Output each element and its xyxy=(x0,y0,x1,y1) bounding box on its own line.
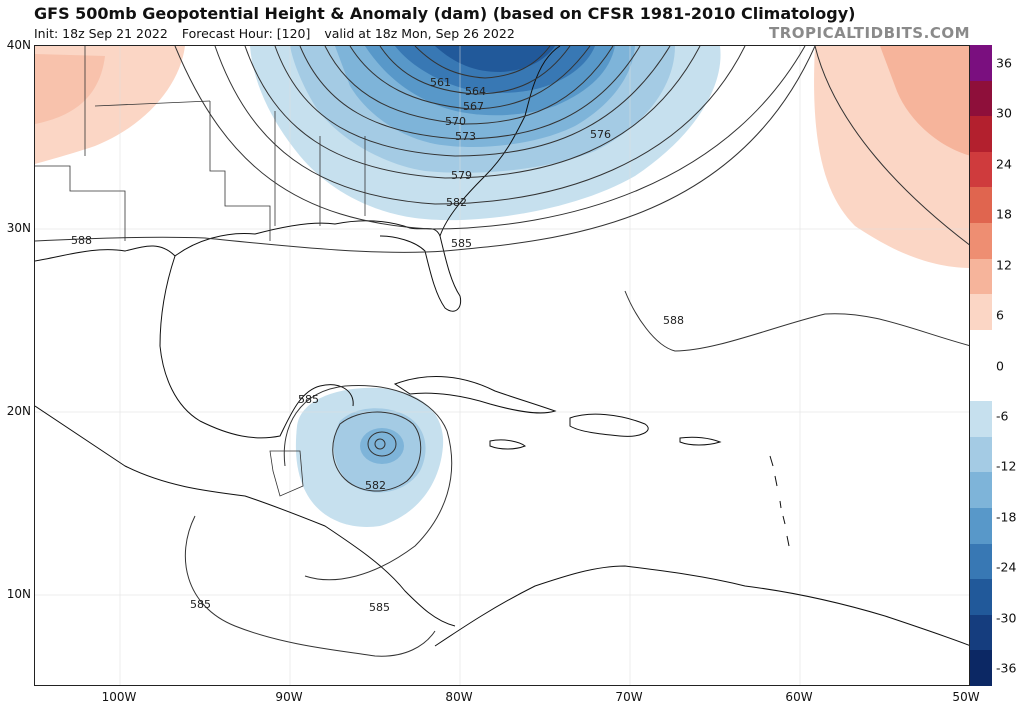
colorbar-cell xyxy=(970,436,992,473)
colorbar-cell xyxy=(970,187,992,224)
contour-label-567: 567 xyxy=(463,100,484,113)
coastlines xyxy=(35,46,969,647)
colorbar-tick-label: 18 xyxy=(996,206,1012,222)
colorbar-tick-label: -30 xyxy=(996,610,1017,626)
cool-anomaly-caribbean xyxy=(295,387,444,527)
contour-label-561: 561 xyxy=(430,76,451,89)
lon-label-70w: 70W xyxy=(615,690,643,704)
colorbar-cell xyxy=(970,543,992,580)
colorbar-tick-label: -18 xyxy=(996,509,1017,525)
contour-label-585-d: 585 xyxy=(369,601,390,614)
graticule xyxy=(35,46,969,685)
lon-label-100w: 100W xyxy=(101,690,137,704)
contour-label-564: 564 xyxy=(465,85,486,98)
lat-label-30n: 30N xyxy=(6,221,31,235)
lat-label-20n: 20N xyxy=(6,404,31,418)
brand-watermark: TROPICALTIDBITS.COM xyxy=(769,24,970,42)
forecast-hour: Forecast Hour: [120] xyxy=(181,26,311,41)
contour-label-588-b: 588 xyxy=(663,314,684,327)
colorbar-tick-label: 24 xyxy=(996,156,1012,172)
lon-label-60w: 60W xyxy=(785,690,813,704)
chart-subtitle: Init: 18z Sep 21 2022 Forecast Hour: [12… xyxy=(34,26,525,41)
contour-label-585-a: 585 xyxy=(451,237,472,250)
map-canvas: 561 564 567 570 573 576 579 582 585 588 … xyxy=(35,46,969,685)
valid-time: valid at 18z Mon, Sep 26 2022 xyxy=(324,26,515,41)
colorbar-cell xyxy=(970,579,992,616)
lat-label-40n: 40N xyxy=(6,38,31,52)
colorbar-cell xyxy=(970,80,992,117)
anomaly-colorbar xyxy=(970,45,992,687)
colorbar-tick-label: -36 xyxy=(996,660,1017,676)
borders xyxy=(35,46,366,497)
colorbar-tick-label: 0 xyxy=(996,358,1004,373)
colorbar-tick-label: 6 xyxy=(996,307,1004,323)
lon-label-80w: 80W xyxy=(445,690,473,704)
colorbar-cell xyxy=(970,365,992,402)
height-contours xyxy=(35,46,969,657)
colorbar-cell xyxy=(970,151,992,188)
colorbar-tick-label: -12 xyxy=(996,458,1017,474)
lon-label-90w: 90W xyxy=(275,690,303,704)
colorbar-tick-label: 30 xyxy=(996,105,1012,121)
chart-title: GFS 500mb Geopotential Height & Anomaly … xyxy=(34,4,856,23)
colorbar-cell xyxy=(970,472,992,509)
contour-label-585-c: 585 xyxy=(190,598,211,611)
contour-label-582-b: 582 xyxy=(365,479,386,492)
init-time: Init: 18z Sep 21 2022 xyxy=(34,26,168,41)
contour-label-585-b: 585 xyxy=(298,393,319,406)
colorbar-cell xyxy=(970,507,992,545)
colorbar-cell xyxy=(970,258,992,295)
colorbar-cell xyxy=(970,329,992,366)
contour-label-588-a: 588 xyxy=(71,234,92,247)
colorbar-cell xyxy=(970,116,992,153)
map-panel: 561 564 567 570 573 576 579 582 585 588 … xyxy=(34,45,970,686)
contour-label-570: 570 xyxy=(445,115,466,128)
contour-label-582: 582 xyxy=(446,196,467,209)
colorbar-tick-label: 36 xyxy=(996,55,1012,71)
contour-label-576: 576 xyxy=(590,128,611,141)
colorbar-cell xyxy=(970,614,992,651)
colorbar-tick-label: -6 xyxy=(996,408,1009,424)
contour-label-573: 573 xyxy=(455,130,476,143)
lat-label-10n: 10N xyxy=(6,587,31,601)
colorbar-cell xyxy=(970,45,992,82)
colorbar-cell xyxy=(970,401,992,438)
colorbar-cell xyxy=(970,650,992,687)
cool-anomaly-trough xyxy=(250,46,721,221)
colorbar-cell xyxy=(970,294,992,331)
lon-label-50w: 50W xyxy=(952,690,980,704)
colorbar-tick-label: 12 xyxy=(996,257,1012,273)
contour-label-group: 561 564 567 570 573 576 579 582 585 588 … xyxy=(71,76,684,614)
colorbar-tick-label: -24 xyxy=(996,559,1017,575)
contour-label-579: 579 xyxy=(451,169,472,182)
colorbar-cell xyxy=(970,223,992,260)
warm-anomaly-ne xyxy=(814,46,969,268)
